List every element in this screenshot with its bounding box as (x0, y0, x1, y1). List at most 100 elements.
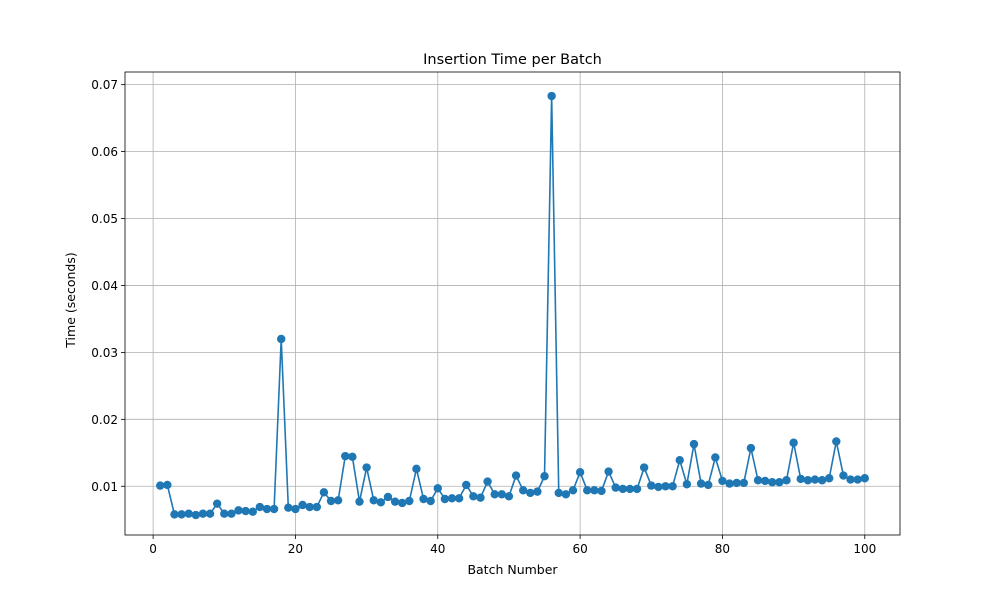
data-point (810, 475, 820, 484)
data-point (412, 464, 421, 474)
x-tick-label: 0 (149, 542, 157, 556)
data-point (383, 492, 393, 502)
data-point (469, 492, 478, 501)
data-point (241, 506, 250, 516)
data-point (369, 496, 378, 505)
data-point (597, 486, 606, 496)
data-point (526, 488, 535, 498)
y-tick-label: 0.07 (91, 78, 118, 92)
data-point (419, 494, 428, 504)
data-point (234, 506, 243, 515)
x-axis-label: Batch Number (467, 562, 558, 577)
data-point (426, 496, 435, 506)
data-point (533, 487, 542, 496)
data-point (518, 486, 528, 495)
data-point (184, 509, 193, 518)
data-point (632, 484, 642, 494)
y-tick-label: 0.01 (91, 480, 118, 494)
x-tick-label: 80 (715, 542, 730, 556)
y-tick-label: 0.02 (91, 413, 118, 427)
data-point (497, 490, 507, 499)
data-point (718, 476, 727, 486)
series-line (160, 95, 865, 516)
data-point (561, 490, 571, 499)
data-point (177, 510, 186, 519)
data-point (853, 475, 862, 484)
y-tick-label: 0.03 (91, 346, 118, 360)
data-point (440, 494, 450, 504)
data-point (696, 479, 706, 488)
data-point (782, 476, 791, 485)
data-point (668, 482, 677, 491)
data-point (796, 474, 805, 484)
data-point (305, 502, 314, 512)
data-series (156, 91, 869, 520)
data-point (405, 496, 414, 506)
chart-title: Insertion Time per Batch (423, 52, 602, 68)
data-point (170, 510, 179, 519)
data-point (462, 480, 471, 490)
data-point (205, 509, 215, 518)
grid-lines (125, 72, 900, 535)
data-point (191, 510, 201, 520)
y-tick-label: 0.05 (91, 212, 118, 226)
data-point (255, 502, 265, 512)
data-point (212, 499, 222, 508)
data-point (832, 437, 841, 446)
data-point (711, 453, 720, 462)
data-point (746, 443, 756, 453)
data-point (483, 477, 492, 486)
data-point (511, 471, 521, 480)
data-point (269, 504, 279, 514)
data-point (312, 502, 321, 512)
data-point (476, 493, 485, 502)
data-point (156, 481, 165, 490)
data-point (284, 503, 293, 512)
data-point (689, 439, 699, 449)
data-point (768, 478, 777, 487)
axis-ticks: 0 20 40 60 80 100 0.01 0.02 0.03 0.04 0.05 0.06 0.07 (91, 78, 876, 556)
data-point (839, 471, 848, 480)
data-point (846, 475, 855, 484)
data-point (611, 483, 620, 492)
data-point (227, 509, 236, 518)
data-point (348, 452, 357, 462)
data-point (675, 455, 684, 465)
x-tick-label: 60 (572, 542, 587, 556)
data-point (604, 467, 613, 476)
data-point (433, 484, 442, 493)
data-point (540, 472, 549, 481)
data-point (163, 480, 172, 490)
data-point (277, 334, 286, 344)
y-tick-label: 0.06 (91, 145, 118, 159)
data-point (490, 490, 499, 499)
data-point (319, 488, 329, 497)
data-point (575, 468, 585, 477)
data-point (326, 496, 336, 506)
data-point (291, 504, 300, 514)
data-point (682, 480, 692, 489)
x-tick-label: 20 (288, 542, 303, 556)
data-point (647, 481, 656, 490)
data-point (362, 463, 371, 472)
plot-area-frame (124, 71, 901, 536)
data-point (447, 494, 457, 503)
data-point (789, 438, 798, 447)
y-axis-label: Time (seconds) (63, 252, 78, 348)
data-point (376, 498, 386, 507)
data-point (220, 509, 229, 518)
data-point (661, 482, 670, 491)
y-tick-label: 0.04 (91, 279, 118, 293)
x-tick-label: 100 (853, 542, 876, 556)
data-point (333, 496, 343, 505)
data-point (860, 474, 869, 483)
data-point (355, 497, 364, 506)
data-point (639, 463, 649, 472)
data-point (817, 476, 827, 485)
data-point (704, 480, 713, 490)
data-point (583, 486, 592, 495)
data-point (739, 478, 748, 488)
